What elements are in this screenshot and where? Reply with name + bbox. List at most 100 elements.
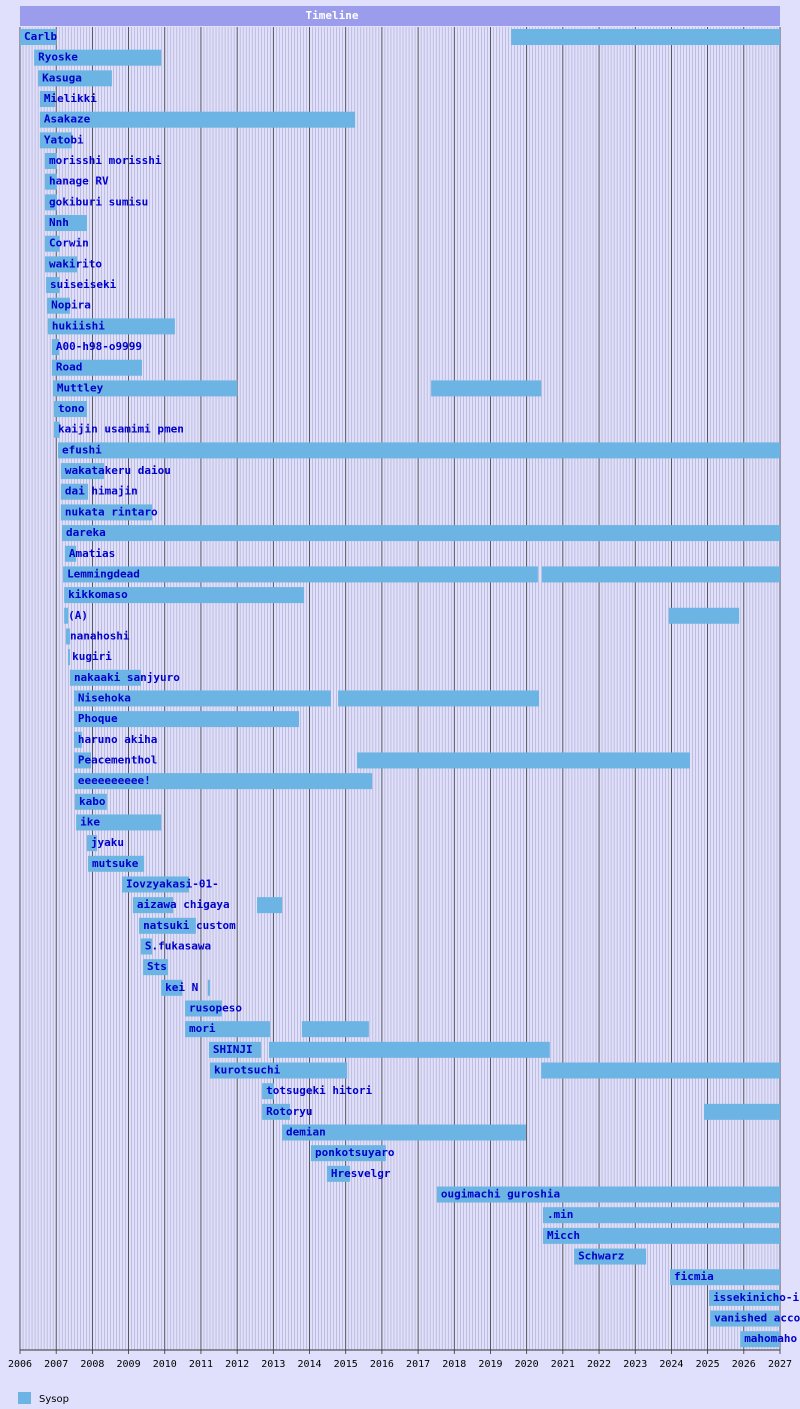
row-label: ike (80, 815, 100, 828)
bar (58, 442, 780, 459)
row-label: A00-h98-o9999 (56, 340, 142, 353)
bar (73, 773, 373, 790)
bar (73, 711, 300, 728)
bar (73, 731, 82, 748)
bar (257, 897, 283, 914)
row-label: Schwarz (578, 1250, 624, 1263)
x-tick-label: 2014 (297, 1359, 321, 1370)
row-label: Phoque (78, 712, 118, 725)
x-tick-label: 2023 (623, 1359, 647, 1370)
bar (60, 463, 104, 480)
x-tick-label: 2006 (8, 1359, 32, 1370)
row-label: nakaaki sanjyuro (74, 671, 180, 684)
bar (76, 814, 162, 831)
row-label: ponkotsuyaro (315, 1146, 395, 1159)
row-label: wakatakeru daiou (65, 464, 171, 477)
row-label: kabo (79, 795, 106, 808)
bar (542, 1207, 780, 1224)
bar (210, 1062, 348, 1079)
bar (68, 649, 70, 666)
bar (542, 1227, 780, 1244)
bar (39, 91, 56, 108)
x-tick-label: 2011 (189, 1359, 213, 1370)
row-label: haruno akiha (78, 733, 157, 746)
row-label: tono (58, 402, 85, 415)
row-label: Asakaze (44, 113, 91, 126)
bar (511, 29, 780, 45)
row-label: gokiburi sumisu (49, 195, 148, 208)
row-label: (A) (68, 609, 88, 622)
bar (122, 876, 190, 893)
row-label: Carlb (24, 30, 57, 43)
row-label: kurotsuchi (214, 1064, 281, 1077)
bar (69, 669, 141, 686)
bar (574, 1248, 647, 1265)
row-label: jyaku (91, 836, 124, 849)
x-tick-label: 2025 (696, 1359, 720, 1370)
row-label: kei N (165, 981, 198, 994)
bar (65, 628, 70, 645)
bar (356, 752, 690, 769)
bar (282, 1124, 526, 1141)
row-label: issekinicho-i (713, 1291, 799, 1304)
chart-title: Timeline (306, 9, 359, 22)
row-label: mahomaho (744, 1332, 797, 1345)
bar (262, 1103, 290, 1120)
bar (709, 1289, 780, 1306)
bar (63, 566, 538, 583)
bar (86, 835, 98, 852)
bar (54, 421, 60, 438)
x-tick-label: 2010 (153, 1359, 177, 1370)
x-tick-label: 2013 (261, 1359, 285, 1370)
bar (61, 525, 780, 542)
bar (431, 380, 542, 397)
bar (704, 1103, 780, 1120)
bar (46, 277, 60, 294)
bar (668, 607, 740, 624)
row-label: Muttley (57, 381, 104, 394)
bar (20, 29, 57, 45)
bar (310, 1145, 386, 1162)
bar (73, 752, 91, 769)
bar (51, 339, 60, 356)
bar (73, 690, 331, 707)
bar (207, 979, 210, 996)
row-label: Kasuga (42, 71, 82, 84)
x-tick-label: 2026 (732, 1359, 756, 1370)
row-label: S.fukasawa (145, 939, 211, 952)
x-tick-label: 2021 (551, 1359, 575, 1370)
row-label: Nopira (51, 299, 91, 312)
row-label: Micch (547, 1229, 580, 1242)
row-label: Amatias (69, 547, 115, 560)
row-label: Yatobi (44, 133, 84, 146)
bar (39, 111, 356, 128)
bar (44, 256, 78, 273)
bar (75, 793, 107, 810)
bar (161, 979, 183, 996)
row-label: ougimachi guroshia (441, 1188, 560, 1201)
bar (34, 49, 162, 66)
bar (268, 1041, 550, 1058)
row-label: demian (286, 1126, 326, 1139)
row-label: mutsuke (92, 857, 139, 870)
bar (51, 359, 142, 376)
bar (208, 1041, 262, 1058)
bar (44, 153, 57, 170)
bar (185, 1000, 222, 1017)
bar (669, 1269, 780, 1286)
row-label: wakirito (49, 257, 102, 270)
row-label: hukiishi (52, 319, 105, 332)
bar (54, 401, 87, 418)
bar (52, 380, 238, 397)
x-tick-label: 2022 (587, 1359, 611, 1370)
row-label: Rotoryu (266, 1105, 312, 1118)
row-label: Road (56, 361, 83, 374)
bar (710, 1310, 780, 1327)
x-tick-label: 2009 (117, 1359, 141, 1370)
bar (301, 1021, 369, 1038)
bar (64, 607, 69, 624)
row-label: dareka (66, 526, 106, 539)
row-label: Nisehoka (78, 691, 131, 704)
row-label: aizawa chigaya (137, 898, 230, 911)
